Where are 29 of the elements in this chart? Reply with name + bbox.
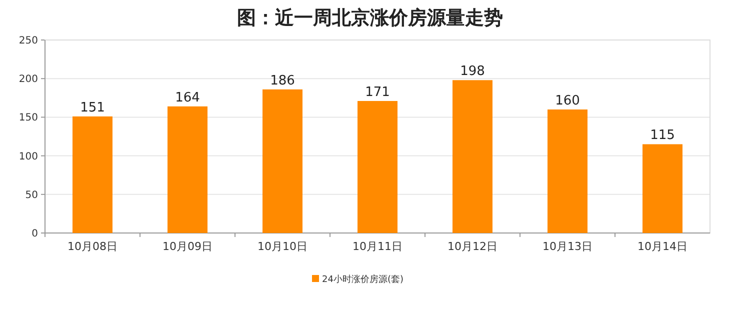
y-tick-label: 150 [18, 112, 38, 124]
data-label: 151 [80, 100, 105, 116]
data-label: 186 [270, 73, 295, 88]
x-tick-label: 10月14日 [638, 240, 688, 253]
chart-title: 图：近一周北京涨价房源量走势 [237, 7, 503, 29]
y-tick-label: 100 [18, 151, 38, 162]
y-tick-label: 250 [18, 36, 38, 46]
x-tick-label: 10月12日 [448, 240, 498, 253]
legend-label: 24小时涨价房源(套) [322, 274, 404, 285]
data-label: 115 [650, 128, 675, 144]
bar [452, 80, 492, 233]
data-label: 160 [555, 93, 580, 108]
x-tick-label: 10月10日 [258, 240, 308, 253]
bar [72, 116, 112, 233]
x-tick-label: 10月08日 [68, 240, 118, 253]
bar [262, 89, 302, 233]
x-tick-label: 10月09日 [162, 240, 212, 253]
data-label: 164 [175, 90, 200, 106]
y-tick-label: 50 [25, 190, 38, 201]
bar [642, 144, 682, 233]
data-label: 171 [365, 84, 390, 100]
y-tick-label: 0 [32, 228, 38, 240]
y-tick-label: 200 [18, 74, 38, 86]
bar [548, 109, 588, 233]
data-label: 198 [460, 64, 485, 80]
x-tick-label: 10月11日 [352, 240, 402, 253]
bar [358, 100, 398, 233]
x-tick-label: 10月13日 [542, 240, 592, 253]
bar [168, 106, 208, 233]
